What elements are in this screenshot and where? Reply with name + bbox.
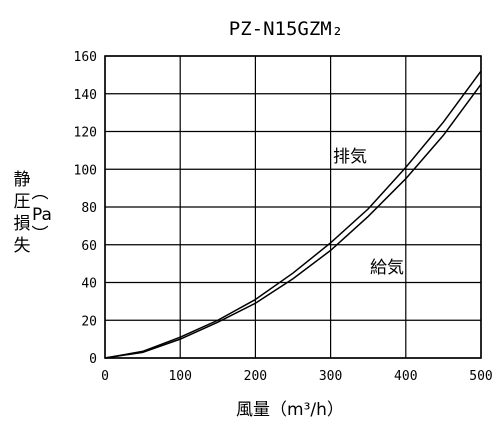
- series-line-1: [104, 83, 482, 359]
- y-axis-unit: Pa: [32, 205, 52, 225]
- y-axis-label-char: 失: [14, 236, 31, 256]
- y-axis-label-char: 圧: [14, 192, 31, 212]
- grid-lines: [104, 55, 482, 359]
- y-tick-label: 20: [81, 314, 97, 329]
- tick-labels: 0 100 200 300 400 500 0 20 40 60 80 100 120 140 160: [74, 50, 493, 384]
- x-tick-label: 100: [168, 369, 191, 384]
- y-tick-label: 140: [74, 88, 97, 103]
- curves: [104, 70, 482, 359]
- x-tick-label: 200: [244, 369, 267, 384]
- y-tick-label: 60: [81, 239, 97, 254]
- x-tick-label: 400: [394, 369, 417, 384]
- y-tick-label: 100: [74, 163, 97, 178]
- y-axis-label-char: 静: [14, 170, 31, 190]
- y-tick-label: 120: [74, 126, 97, 141]
- y-axis-label-char: 損: [14, 214, 31, 234]
- plot-frame: [104, 55, 482, 359]
- series-label-1: 給気: [370, 258, 404, 278]
- x-axis-label: 風量（m³/h）: [236, 400, 344, 420]
- y-axis-label: 静圧損失: [14, 170, 31, 256]
- y-tick-label: 0: [89, 352, 97, 367]
- series-line-0: [104, 70, 482, 359]
- y-unit-paren-open: ︵: [32, 183, 49, 203]
- x-tick-label: 0: [101, 369, 109, 384]
- chart-title: PZ-N15GZM₂: [229, 18, 343, 40]
- x-tick-label: 500: [469, 369, 492, 384]
- y-tick-label: 160: [74, 50, 97, 65]
- x-tick-label: 300: [319, 369, 342, 384]
- y-tick-label: 40: [81, 277, 97, 292]
- y-tick-label: 80: [81, 201, 97, 216]
- series-label-0: 排気: [333, 147, 367, 167]
- y-unit-paren-close: ︶: [32, 225, 49, 245]
